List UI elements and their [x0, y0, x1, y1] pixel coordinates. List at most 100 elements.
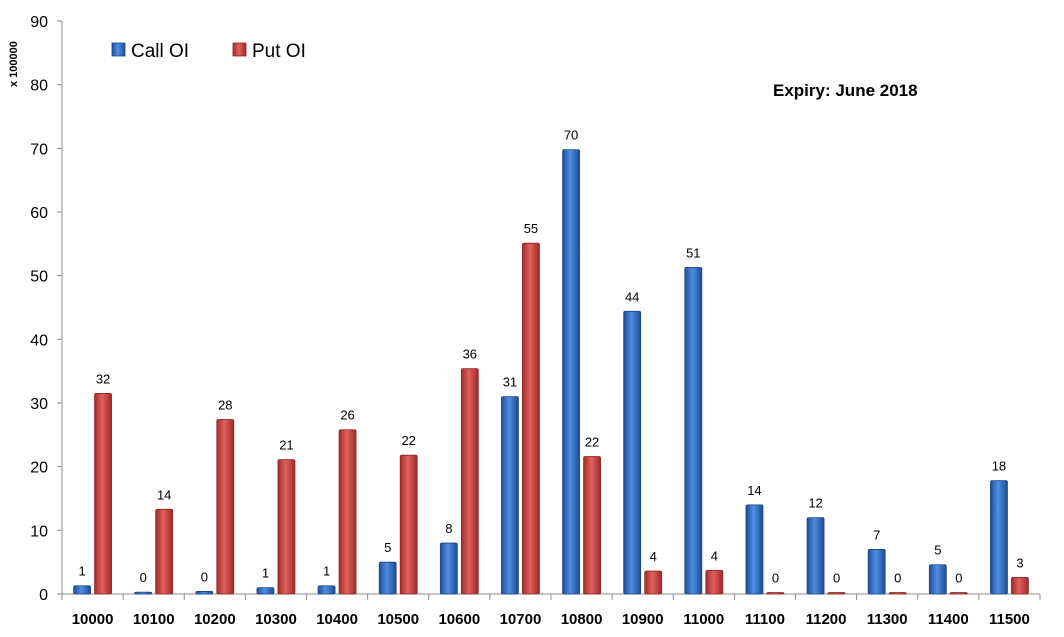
call-oi-value-label: 1 — [78, 564, 85, 579]
put-oi-value-label: 55 — [524, 221, 538, 236]
put-oi-bar — [949, 592, 968, 595]
put-oi-value-label: 32 — [96, 371, 110, 386]
call-oi-value-label: 5 — [934, 543, 941, 558]
x-tick-label: 10800 — [561, 611, 603, 628]
put-oi-value-label: 14 — [157, 487, 171, 502]
legend-call-oi-label: Call OI — [131, 41, 189, 62]
x-tick-label: 11300 — [867, 611, 908, 628]
call-oi-bar — [195, 591, 214, 595]
call-oi-bar — [867, 549, 886, 595]
put-oi-bar — [827, 592, 846, 595]
put-oi-value-label: 0 — [955, 571, 962, 586]
call-oi-bar — [745, 504, 764, 595]
put-oi-value-label: 0 — [894, 571, 901, 586]
bars — [73, 149, 1029, 595]
call-oi-bar — [623, 310, 642, 595]
x-tick-label: 10500 — [377, 611, 419, 628]
x-tick-label: 10900 — [622, 611, 664, 628]
put-oi-value-label: 0 — [772, 571, 779, 586]
put-oi-value-label: 22 — [585, 434, 599, 449]
expiry-annotation: Expiry: June 2018 — [773, 81, 918, 100]
put-oi-value-label: 26 — [340, 408, 354, 423]
call-oi-bar — [562, 149, 580, 595]
legend-put-oi-swatch — [232, 42, 247, 57]
put-oi-value-label: 22 — [401, 433, 415, 448]
legend-put-oi-label: Put OI — [252, 41, 306, 62]
put-oi-value-label: 4 — [650, 549, 657, 564]
put-oi-value-label: 21 — [279, 438, 293, 453]
put-oi-bar — [216, 419, 235, 595]
put-oi-bar — [155, 508, 174, 595]
call-oi-value-label: 1 — [323, 564, 330, 579]
y-tick-label: 20 — [30, 460, 48, 477]
call-oi-value-label: 12 — [808, 496, 822, 511]
put-oi-value-label: 36 — [463, 347, 477, 362]
call-oi-value-label: 1 — [262, 566, 269, 581]
x-tick-label: 11500 — [989, 611, 1030, 628]
y-tick-label: 30 — [30, 396, 48, 413]
put-oi-bar — [277, 459, 296, 595]
x-tick-label: 10000 — [72, 611, 114, 628]
y-tick-label: 10 — [30, 523, 48, 540]
y-axis-unit-label: x 100000 — [8, 41, 20, 87]
put-oi-bar — [1011, 577, 1029, 595]
call-oi-bar — [806, 517, 825, 595]
call-oi-bar — [928, 564, 947, 595]
call-oi-value-label: 8 — [445, 521, 452, 536]
call-oi-value-label: 0 — [140, 570, 147, 585]
y-tick-label: 0 — [39, 587, 48, 604]
call-oi-value-label: 18 — [992, 459, 1006, 474]
x-tick-label: 10600 — [438, 611, 480, 628]
call-oi-bar — [990, 480, 1008, 595]
x-tick-label: 10300 — [255, 611, 297, 628]
data-labels: 1 0 0 1 158317044511412751832142821262236552… — [78, 128, 1023, 586]
y-tick-label: 50 — [30, 269, 48, 286]
y-tick-label: 90 — [30, 14, 48, 31]
put-oi-value-label: 28 — [218, 398, 232, 413]
call-oi-bar — [134, 591, 153, 595]
x-tick-label: 11000 — [683, 611, 724, 628]
y-tick-label: 60 — [30, 205, 48, 222]
put-oi-bar — [888, 592, 907, 595]
y-tick-label: 70 — [30, 141, 48, 158]
legend: Call OI Put OI — [111, 41, 306, 62]
x-tick-label: 10200 — [194, 611, 236, 628]
call-oi-value-label: 0 — [201, 569, 208, 584]
call-oi-value-label: 14 — [747, 483, 761, 498]
call-oi-bar — [684, 266, 703, 595]
call-oi-bar — [317, 585, 336, 595]
y-tick-label: 80 — [30, 78, 48, 95]
call-oi-bar — [256, 587, 275, 595]
put-oi-value-label: 4 — [711, 548, 718, 563]
x-tick-label: 10400 — [316, 611, 358, 628]
call-oi-value-label: 5 — [384, 540, 391, 555]
x-tick-label: 11100 — [745, 611, 785, 628]
x-tick-label: 10100 — [133, 611, 175, 628]
call-oi-bar — [439, 542, 458, 595]
call-oi-value-label: 44 — [625, 289, 639, 304]
call-oi-bar — [73, 585, 91, 595]
put-oi-bar — [94, 393, 112, 595]
put-oi-value-label: 3 — [1016, 555, 1023, 570]
call-oi-value-label: 51 — [686, 245, 700, 260]
put-oi-bar — [460, 368, 479, 595]
put-oi-bar — [583, 456, 601, 595]
legend-call-oi-swatch — [111, 42, 126, 57]
call-oi-bar — [378, 561, 397, 595]
put-oi-bar — [338, 429, 357, 595]
x-tick-label: 11400 — [928, 611, 969, 628]
put-oi-bar — [522, 242, 540, 595]
put-oi-bar — [766, 592, 785, 595]
put-oi-bar — [644, 570, 663, 595]
call-oi-value-label: 31 — [503, 375, 517, 390]
call-oi-value-label: 7 — [873, 527, 880, 542]
call-oi-value-label: 70 — [564, 128, 578, 143]
call-oi-bar — [501, 396, 519, 595]
x-tick-label: 11200 — [806, 611, 847, 628]
put-oi-value-label: 0 — [833, 571, 840, 586]
y-tick-label: 40 — [30, 332, 48, 349]
x-tick-label: 10700 — [500, 611, 542, 628]
